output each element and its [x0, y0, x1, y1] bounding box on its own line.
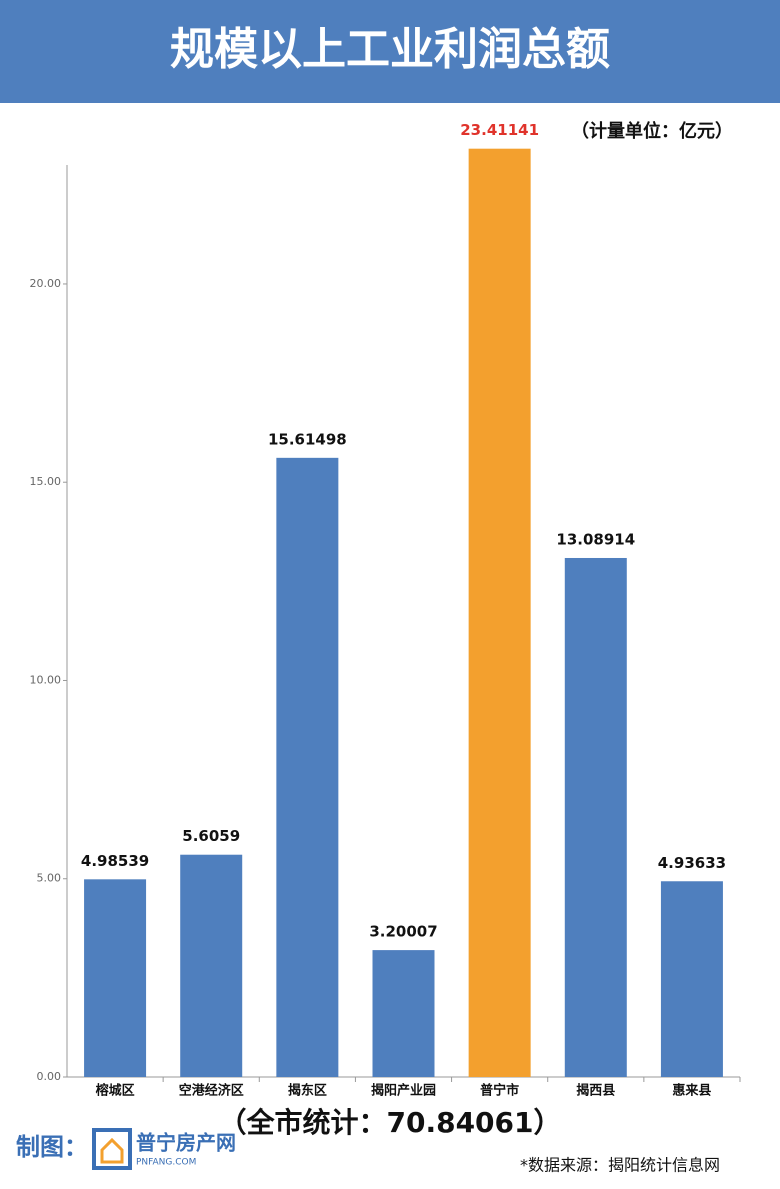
chart-title: 规模以上工业利润总额: [170, 24, 610, 75]
bar: [564, 557, 627, 1077]
value-label: 4.98539: [81, 852, 149, 870]
value-label: 4.93633: [658, 854, 726, 872]
y-tick-label: 5.00: [37, 872, 62, 885]
total-note: （全市统计：70.84061）: [218, 1106, 561, 1139]
bar: [660, 881, 723, 1077]
x-tick-label: 揭西县: [576, 1083, 615, 1099]
value-label: 23.41141: [460, 121, 539, 139]
logo-text: 普宁房产网: [136, 1131, 236, 1155]
value-label: 15.61498: [268, 430, 347, 448]
logo-sub: PNFANG.COM: [136, 1158, 196, 1168]
x-tick-label: 空港经济区: [179, 1083, 244, 1099]
source-note: *数据来源：揭阳统计信息网: [520, 1156, 720, 1175]
x-tick-label: 榕城区: [96, 1083, 135, 1099]
bar: [468, 148, 531, 1077]
bar: [180, 854, 243, 1077]
y-tick-label: 10.00: [30, 673, 62, 686]
bar: [276, 457, 339, 1077]
x-tick-label: 揭阳产业园: [371, 1083, 436, 1099]
bar: [84, 879, 147, 1077]
x-tick-label: 揭东区: [288, 1083, 327, 1099]
y-tick-label: 0.00: [37, 1070, 62, 1083]
unit-note: （计量单位：亿元）: [571, 120, 733, 142]
maker-label: 制图：: [16, 1133, 88, 1161]
x-tick-label: 普宁市: [480, 1083, 519, 1099]
bar: [372, 950, 435, 1077]
value-label: 3.20007: [369, 923, 437, 941]
value-label: 5.6059: [182, 827, 240, 845]
header-band: [0, 0, 780, 103]
y-tick-label: 15.00: [30, 475, 62, 488]
logo-icon: [92, 1128, 132, 1170]
x-tick-label: 惠来县: [672, 1083, 711, 1099]
logo-house: [100, 1137, 124, 1164]
y-tick-label: 20.00: [30, 277, 62, 290]
value-label: 13.08914: [556, 530, 635, 548]
